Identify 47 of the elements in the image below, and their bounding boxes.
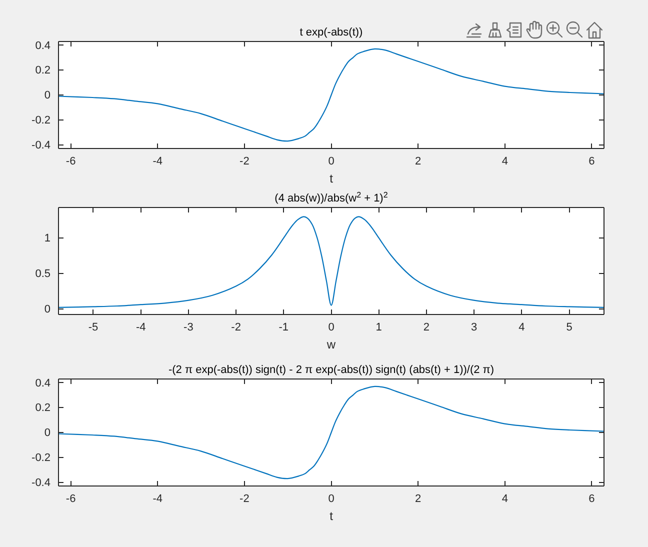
x-tick-label: 6 [588, 155, 595, 168]
x-tick-label: 4 [502, 155, 508, 168]
y-tick-label: 0.4 [35, 377, 50, 390]
y-tick-label: 0.2 [35, 402, 50, 414]
x-tick-label: 1 [376, 321, 382, 334]
x-tick-label: -5 [88, 321, 98, 334]
x-axis-title: w [326, 338, 336, 352]
y-tick-label: 0.4 [35, 40, 50, 52]
x-tick-label: 5 [566, 321, 572, 334]
y-tick-label: 0 [44, 427, 50, 440]
x-tick-label: -1 [278, 321, 289, 334]
x-tick-label: -4 [136, 321, 146, 334]
y-tick-label: 0.5 [35, 268, 50, 280]
x-tick-label: 2 [423, 321, 430, 334]
x-tick-label: 0 [328, 492, 334, 505]
x-tick-label: -4 [152, 492, 163, 505]
x-tick-label: -2 [240, 492, 250, 505]
x-tick-label: 4 [518, 321, 525, 334]
x-tick-label: 6 [588, 492, 595, 505]
y-tick-label: -0.4 [32, 139, 50, 152]
x-tick-label: 3 [470, 321, 478, 334]
x-tick-label: 0 [328, 155, 334, 168]
y-tick-label: -0.2 [32, 452, 50, 464]
x-tick-label: -2 [231, 321, 241, 334]
y-tick-label: -0.4 [32, 476, 50, 489]
y-tick-label: 0.2 [35, 64, 50, 77]
y-tick-label: -0.2 [32, 114, 50, 126]
x-tick-label: 2 [415, 492, 422, 505]
chart-title: (4 abs(w))/abs(w$^{2}$ + 1)$^{2}$ [274, 190, 388, 204]
line-series [58, 216, 604, 308]
y-tick-label: 1 [44, 232, 50, 244]
x-tick-label: -3 [184, 321, 194, 334]
line-series [58, 48, 604, 142]
x-tick-label: -6 [66, 155, 76, 168]
x-tick-label: 2 [415, 155, 422, 168]
x-tick-label: -6 [66, 492, 76, 505]
x-tick-label: -2 [240, 155, 250, 168]
x-axis-title: t [330, 172, 334, 186]
chart-title: -(2 π exp(-abs(t)) sign(t) - 2 π exp(-abs(t)) sign(t) (abs(t) + 1))/(2 π) [168, 364, 494, 376]
chart-title: t exp(-abs(t)) [300, 26, 363, 38]
y-tick-label: 0 [44, 90, 50, 102]
x-tick-label: -4 [152, 155, 163, 168]
x-axis-title: t [330, 509, 334, 523]
x-tick-label: 0 [328, 321, 334, 334]
line-series [58, 386, 604, 480]
x-tick-label: 4 [502, 492, 508, 505]
y-tick-label: 0 [44, 303, 50, 316]
